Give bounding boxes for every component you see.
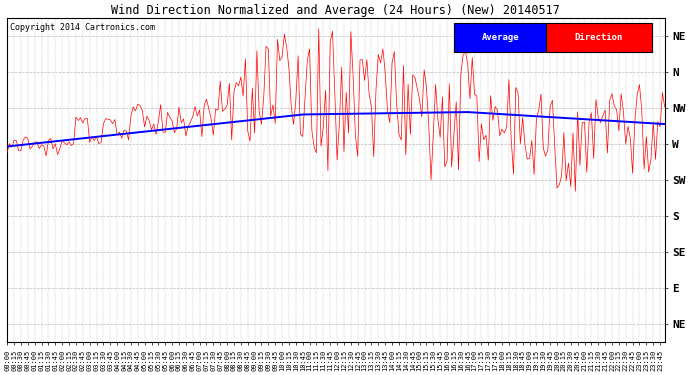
FancyBboxPatch shape — [454, 23, 546, 52]
Text: Copyright 2014 Cartronics.com: Copyright 2014 Cartronics.com — [10, 23, 155, 32]
FancyBboxPatch shape — [546, 23, 651, 52]
Title: Wind Direction Normalized and Average (24 Hours) (New) 20140517: Wind Direction Normalized and Average (2… — [112, 4, 560, 17]
Text: Average: Average — [482, 33, 519, 42]
Text: Direction: Direction — [575, 33, 623, 42]
